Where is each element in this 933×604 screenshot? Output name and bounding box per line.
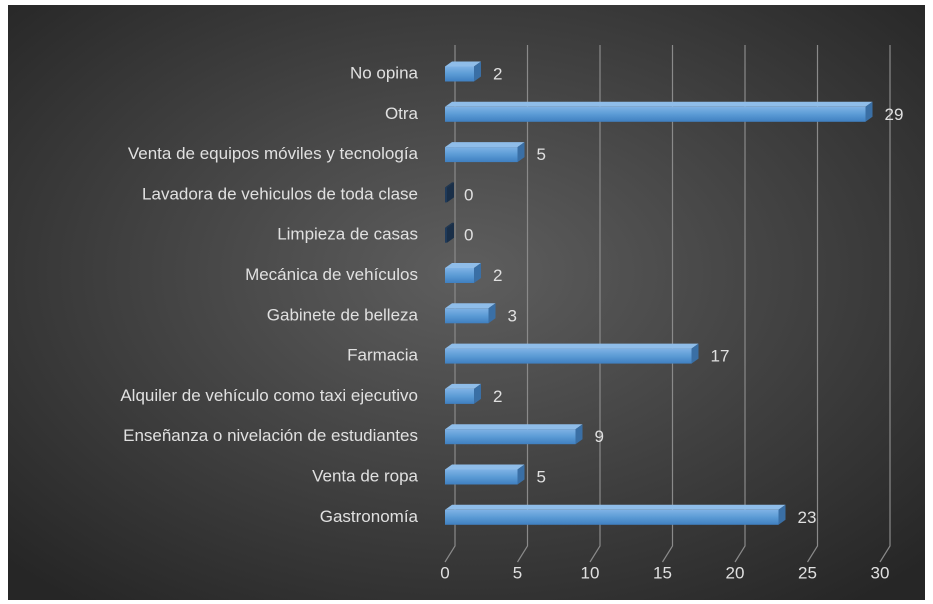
y-tick-label: Venta de ropa [312,466,418,485]
bar-face [445,429,576,445]
bar-face [445,303,496,309]
y-tick-label: Enseñanza o nivelación de estudiantes [123,426,418,445]
bar-face [445,509,779,525]
bar-face [447,182,454,203]
bar [445,142,525,163]
bar-face [517,142,525,163]
bar-face [445,464,525,470]
grid-line [879,45,891,563]
bar-face [445,383,481,389]
bar-face [445,101,873,107]
grid-line [444,45,456,563]
data-label: 5 [537,467,546,486]
y-tick-label: Gastronomía [320,507,419,526]
bar [445,182,454,203]
x-tick-label: 30 [871,563,890,582]
grid-line [589,45,601,563]
bar-face [445,66,474,82]
bar-face [865,101,873,122]
bar-face [445,469,518,485]
x-tick-label: 25 [798,563,817,582]
data-label: 23 [798,508,817,527]
y-tick-label: Lavadora de vehiculos de toda clase [142,184,418,203]
y-tick-label: Farmacia [347,346,418,365]
x-tick-label: 10 [581,563,600,582]
bar-face [445,142,525,148]
bar-face [445,348,692,364]
grid-line [661,45,674,563]
bar-face [445,222,454,228]
grid-line [516,45,529,563]
data-label: 2 [493,387,502,406]
bar [445,424,583,445]
x-tick-label: 15 [653,563,672,582]
y-tick-label: No opina [350,63,419,82]
bar-face [517,464,525,485]
bar-face [445,227,447,243]
bar-face [445,187,447,203]
bar-face [445,182,454,188]
bar [445,464,525,485]
bar [445,61,481,82]
y-tick-label: Gabinete de belleza [267,305,419,324]
bar [445,263,481,283]
data-label: 9 [595,427,604,446]
bar [445,222,454,243]
bar-face [778,504,786,525]
data-label: 5 [537,145,546,164]
x-tick-label: 0 [440,563,449,582]
bar-face [445,263,481,268]
x-tick-label: 5 [513,563,522,582]
data-label: 0 [464,226,473,245]
y-tick-label: Otra [385,104,419,123]
bar-face [445,268,474,283]
bar [445,343,699,364]
y-tick-label: Alquiler de vehículo como taxi ejecutivo [120,386,418,405]
x-tick-label: 20 [726,563,745,582]
bar [445,504,786,525]
y-tick-label: Venta de equipos móviles y tecnología [128,144,419,163]
data-label: 2 [493,266,502,285]
data-label: 2 [493,64,502,83]
bar [445,101,873,122]
bar-face [691,343,699,364]
bar-face [447,222,454,243]
bar-face [474,383,481,404]
bar-face [445,308,489,324]
data-label: 3 [508,306,517,325]
bar-face [445,61,481,67]
data-label: 0 [464,185,473,204]
bar-face [445,106,866,122]
bar-face [488,303,496,324]
data-label: 29 [885,105,904,124]
bar-face [445,388,474,404]
bar-face [445,147,518,163]
bar-face [575,424,583,445]
data-label: 17 [711,347,730,366]
bar-face [445,424,583,430]
bar-face [474,263,481,283]
bar-face [445,504,786,510]
grid-line [734,45,746,563]
bar-face [474,61,481,82]
bar [445,383,481,404]
bar-face [445,343,699,349]
y-tick-label: Mecánica de vehículos [245,265,418,284]
y-tick-label: Limpieza de casas [277,225,418,244]
bar [445,303,496,324]
grid-line [806,45,819,563]
